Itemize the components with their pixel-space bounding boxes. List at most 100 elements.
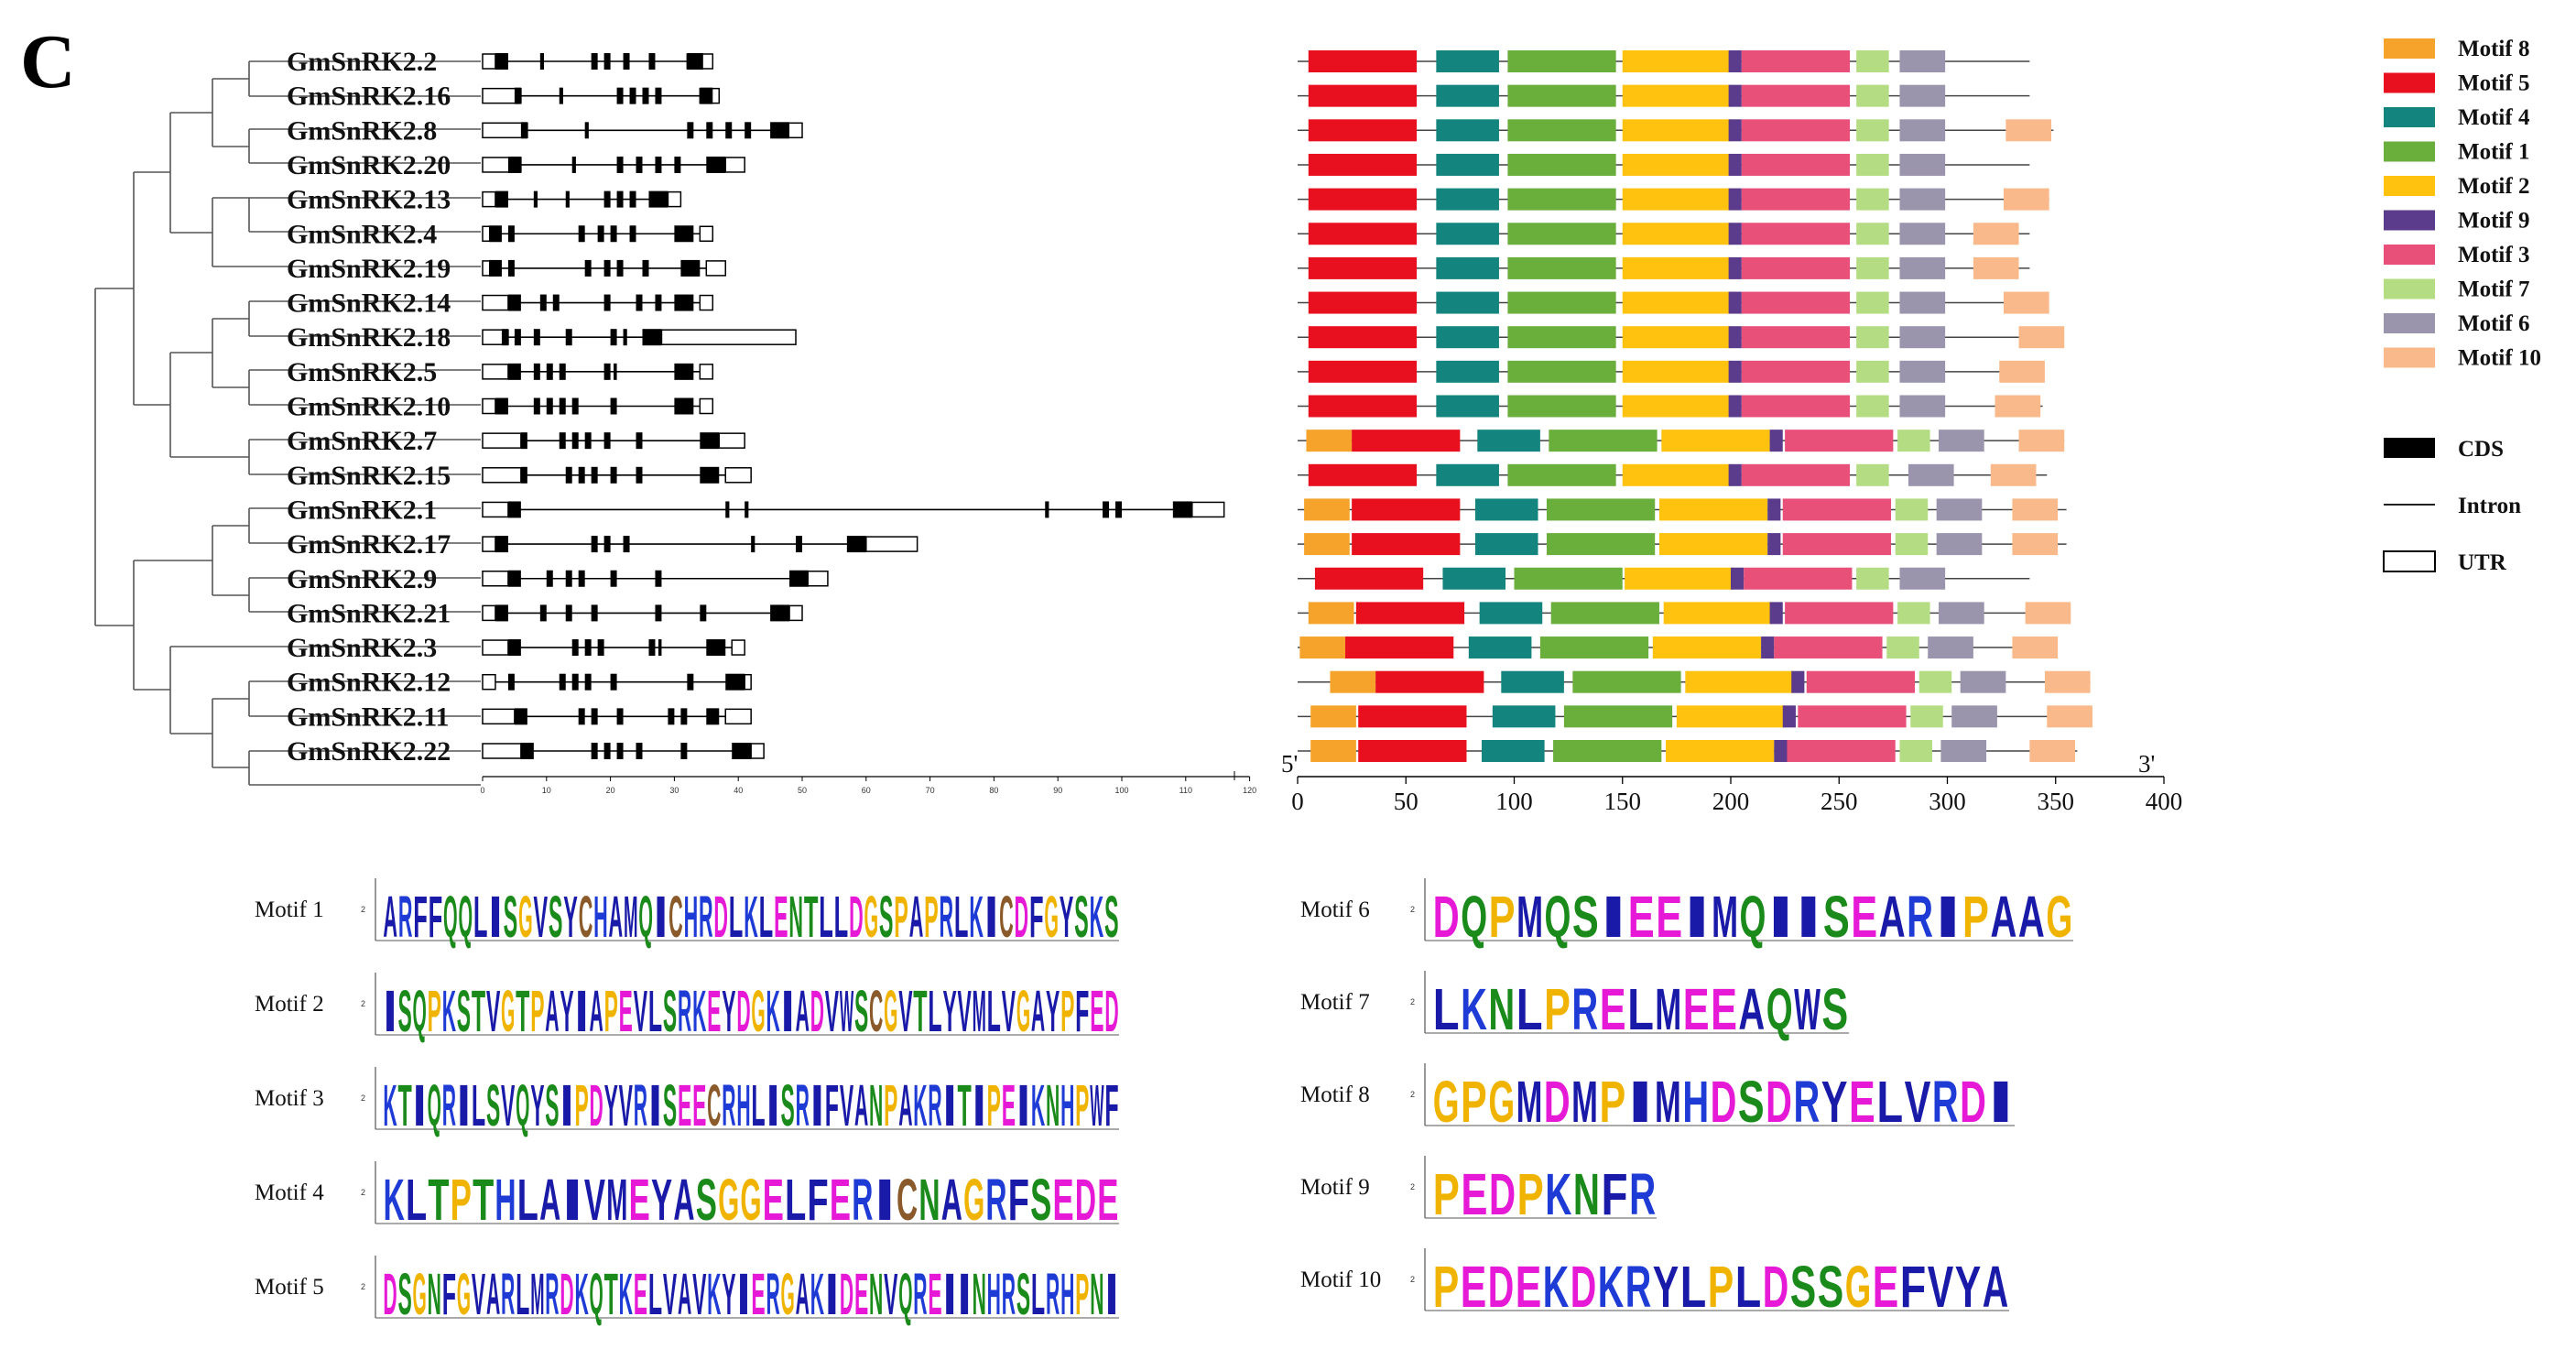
- gene-structures: [482, 53, 1225, 759]
- logo-letter: L: [1516, 976, 1543, 1042]
- motif-box-motif2: [1676, 705, 1786, 728]
- motif-box-motif3: [1741, 188, 1851, 211]
- logo-y-tick: 2: [1410, 1275, 1415, 1284]
- logo-letter: N: [428, 1261, 441, 1327]
- cds-box: [745, 122, 752, 139]
- cds-box: [655, 87, 662, 104]
- gene-name: GmSnRK2.12: [287, 668, 451, 698]
- cds-box: [591, 536, 598, 553]
- utr-box: [482, 432, 522, 449]
- motif-box-motif4: [1442, 567, 1506, 590]
- cds-box: [520, 122, 527, 139]
- motif-box-motif3: [1741, 50, 1851, 72]
- gene-structure-row: [482, 363, 714, 380]
- motif-box-motif4: [1474, 498, 1538, 521]
- motif-box-motif1: [1507, 395, 1616, 418]
- gene-structure-row: [482, 570, 829, 587]
- cds-box: [789, 570, 809, 587]
- motif-logo-label: Motif 5: [255, 1275, 324, 1300]
- logo-letter: S: [1030, 1167, 1051, 1233]
- logo-letter: S: [1016, 1261, 1030, 1327]
- motif-box-motif8: [1330, 670, 1376, 693]
- cds-box: [597, 225, 604, 243]
- logo-letter: I: [1600, 884, 1626, 950]
- cds-box: [614, 363, 617, 380]
- logo-letter: G: [1044, 884, 1059, 950]
- logo-letter: V: [692, 1261, 706, 1327]
- motif-box-motif4: [1479, 602, 1543, 625]
- gene-name: GmSnRK2.22: [287, 736, 451, 767]
- axis-tick-label: 250: [1821, 788, 1858, 815]
- motif-box-motif1: [1507, 291, 1616, 314]
- cds-box: [674, 156, 681, 173]
- logo-letter: E: [830, 1167, 851, 1233]
- motif-box-motif8: [1310, 740, 1356, 762]
- logo-letter: K: [619, 1261, 633, 1327]
- logo-letter: S: [879, 884, 894, 950]
- logo-letter: V: [840, 1072, 853, 1138]
- logo-letter: D: [1104, 978, 1118, 1044]
- motif-box-motif2: [1622, 463, 1731, 486]
- logo-letter: R: [928, 1072, 941, 1138]
- logo-letter: V: [663, 1261, 677, 1327]
- cds-box: [571, 673, 579, 691]
- motif-box-motif6: [1936, 533, 1983, 556]
- logo-letter: G: [501, 978, 515, 1044]
- logo-letter: L: [785, 1167, 806, 1233]
- motif-box-motif7: [1856, 256, 1889, 279]
- logo-letter: M: [624, 884, 638, 950]
- cds-box: [770, 122, 790, 139]
- motif-box-motif7: [1856, 326, 1889, 349]
- motif-logo-label: Motif 9: [1300, 1175, 1370, 1200]
- cds-box: [507, 225, 515, 243]
- axis-tick-label: 150: [1604, 788, 1642, 815]
- logo-letter: S: [486, 1072, 500, 1138]
- cds-box: [1172, 501, 1192, 518]
- logo-letter: R: [766, 1261, 779, 1327]
- logo-letter: K: [1090, 884, 1104, 950]
- cds-box: [796, 536, 802, 553]
- logo-letter: C: [707, 1072, 721, 1138]
- logo-letter: I: [457, 1072, 471, 1138]
- motif-box-motif9: [1731, 567, 1745, 590]
- logo-letter: K: [1461, 976, 1487, 1042]
- protein-row: [1298, 670, 2091, 693]
- gene-name: GmSnRK2.15: [287, 461, 451, 491]
- logo-letter: L: [517, 1167, 538, 1233]
- cds-box: [507, 673, 515, 691]
- logo-letter: K: [1545, 1161, 1571, 1227]
- logo-letter: V: [825, 978, 839, 1044]
- logo-letter: K: [574, 1261, 588, 1327]
- motif-box-motif10: [2018, 326, 2065, 349]
- logo-letter: L: [751, 1072, 765, 1138]
- logo-letter: Q: [638, 884, 653, 950]
- utr-box: [482, 53, 496, 70]
- logo-letter: D: [849, 884, 864, 950]
- motif-box-motif1: [1539, 636, 1649, 659]
- motif-box-motif4: [1468, 636, 1532, 659]
- logo-letter: F: [1104, 1072, 1118, 1138]
- cds-box: [495, 536, 508, 553]
- logo-letter: H: [593, 884, 608, 950]
- motif-box-motif6: [1899, 119, 1946, 142]
- gene-name: GmSnRK2.3: [287, 633, 437, 663]
- logo-letter: T: [516, 978, 529, 1044]
- motif-box-motif6: [1939, 430, 1984, 452]
- logo-letter: I: [1767, 884, 1794, 950]
- logo-letter: S: [1823, 884, 1850, 950]
- logo-letter: F: [1029, 884, 1044, 950]
- gene-name: GmSnRK2.1: [287, 495, 437, 525]
- protein-row: [1298, 636, 2059, 659]
- logo-letter: I: [654, 884, 668, 950]
- motif-box-motif5: [1352, 430, 1461, 452]
- gene-name: GmSnRK2.16: [287, 82, 451, 112]
- utr-box: [482, 639, 509, 656]
- motif-box-motif7: [1856, 395, 1889, 418]
- logo-letter: K: [744, 884, 758, 950]
- cds-box: [636, 156, 643, 173]
- motif-box-motif1: [1572, 670, 1681, 693]
- gene-name: GmSnRK2.4: [287, 219, 437, 249]
- logo-letter: E: [1002, 1072, 1016, 1138]
- logo-letter: L: [987, 978, 1001, 1044]
